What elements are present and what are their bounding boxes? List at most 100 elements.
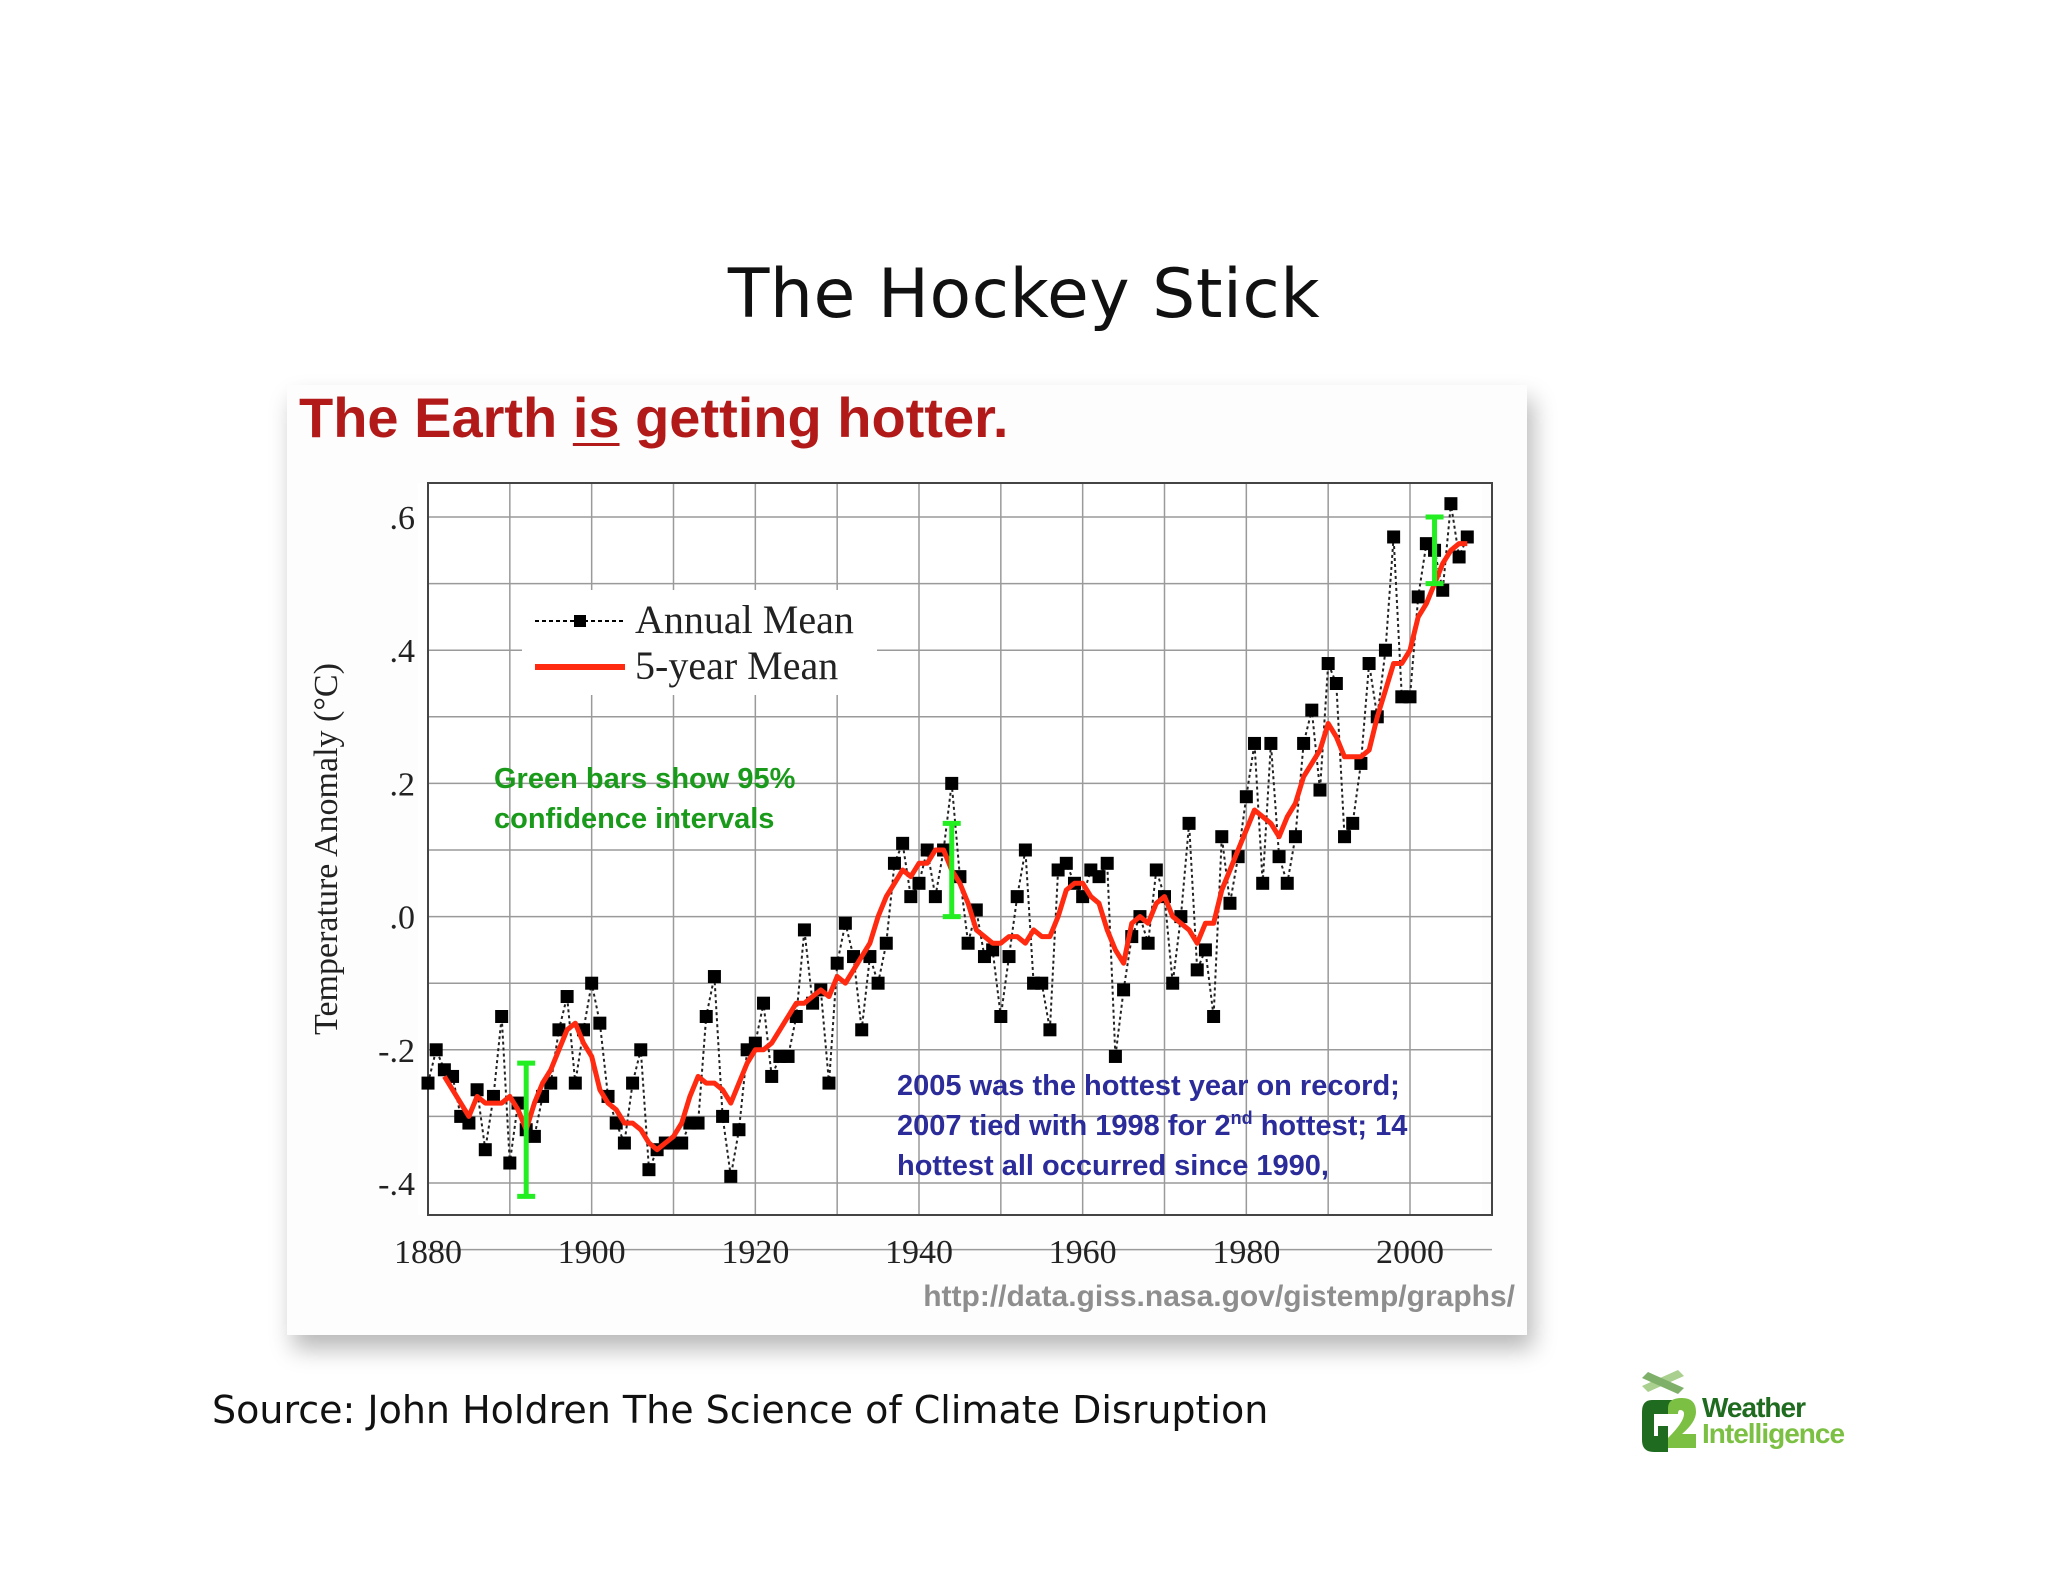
annual-mean-marker	[912, 876, 926, 890]
annual-mean-marker	[1460, 530, 1474, 544]
annual-mean-marker	[1149, 863, 1163, 877]
annual-mean-marker	[1256, 876, 1270, 890]
annual-mean-marker	[1108, 1049, 1122, 1063]
annual-mean-marker	[1280, 876, 1294, 890]
annual-mean-marker	[1010, 890, 1024, 904]
source-url-link[interactable]: http://data.giss.nasa.gov/gistemp/graphs…	[923, 1280, 1515, 1313]
headline-emphasis: is	[572, 386, 620, 449]
annual-mean-marker	[1378, 643, 1392, 657]
green-annotation-line-2: confidence intervals	[494, 803, 774, 835]
x-tick-label: 1980	[1212, 1234, 1280, 1271]
annual-mean-marker	[1198, 943, 1212, 957]
five-year-mean-series	[442, 541, 1468, 1153]
annual-mean-marker	[1436, 583, 1450, 597]
blue-annotation-superscript: nd	[1231, 1108, 1253, 1128]
annual-mean-marker	[1141, 936, 1155, 950]
annual-mean-marker	[822, 1076, 836, 1090]
annual-mean-line	[427, 503, 1469, 1177]
annual-mean-marker	[691, 1116, 705, 1130]
annual-mean-marker	[478, 1143, 492, 1157]
legend-five-year-label: 5-year Mean	[635, 643, 838, 688]
annual-mean-marker	[1239, 790, 1253, 804]
headline-post: getting hotter.	[619, 386, 1009, 449]
annual-mean-marker	[626, 1076, 640, 1090]
annual-mean-marker	[1117, 983, 1131, 997]
annual-mean-marker	[462, 1116, 476, 1130]
y-tick-label: .2	[390, 766, 416, 803]
annual-mean-marker	[847, 950, 861, 964]
annual-mean-marker	[486, 1089, 500, 1103]
blue-annotation-line-1: 2005 was the hottest year on record;	[897, 1070, 1400, 1102]
annual-mean-marker	[429, 1043, 443, 1057]
annual-mean-marker	[1002, 950, 1016, 964]
annual-mean-marker	[1444, 497, 1458, 511]
annual-mean-marker	[863, 950, 877, 964]
x-tick-label: 1900	[558, 1234, 626, 1271]
annual-mean-marker	[781, 1049, 795, 1063]
logo-text-intelligence: Intelligence	[1702, 1418, 1845, 1449]
blue-annotation-line-3: hottest all occurred since 1990,	[897, 1150, 1329, 1182]
annual-mean-marker	[593, 1016, 607, 1030]
chart-card-inner: The Earth is getting hotter. .6 .4 .2 .0 -.2…	[287, 385, 1527, 1335]
logo-text-weather: Weather	[1702, 1392, 1806, 1423]
annual-mean-marker	[1272, 850, 1286, 864]
annual-mean-marker	[871, 976, 885, 990]
annual-mean-marker	[1288, 830, 1302, 844]
annual-mean-marker	[1297, 736, 1311, 750]
source-citation: Source: John Holdren The Science of Clim…	[212, 1388, 1269, 1432]
annual-mean-marker	[1190, 963, 1204, 977]
annual-mean-marker	[732, 1123, 746, 1137]
annual-mean-marker	[1059, 856, 1073, 870]
annual-mean-marker	[1346, 816, 1360, 830]
annual-mean-marker	[503, 1156, 517, 1170]
g2-logo-mark-icon	[1642, 1370, 1696, 1452]
annual-mean-marker	[1354, 756, 1368, 770]
legend: Annual Mean 5-year Mean	[522, 590, 877, 695]
annual-mean-marker	[1321, 657, 1335, 671]
plot-frame	[427, 482, 1493, 1216]
annual-mean-marker	[675, 1136, 689, 1150]
annual-mean-marker	[1166, 976, 1180, 990]
y-axis-ticks: .6 .4 .2 .0 -.2 -.4	[378, 500, 415, 1203]
annual-mean-marker	[1452, 550, 1466, 564]
annual-mean-marker	[838, 916, 852, 930]
confidence-interval-bars	[517, 514, 1444, 1199]
annual-mean-marker	[994, 1010, 1008, 1023]
x-tick-label: 2000	[1376, 1234, 1444, 1271]
annual-mean-marker	[1411, 590, 1425, 604]
y-tick-label: .6	[390, 500, 416, 537]
annual-mean-marker	[1018, 843, 1032, 857]
annual-mean-marker	[757, 996, 771, 1010]
annual-mean-marker	[707, 970, 721, 984]
x-tick-label: 1920	[721, 1234, 789, 1271]
annual-mean-marker	[1264, 736, 1278, 750]
annual-mean-marker	[1207, 1010, 1221, 1023]
annual-mean-marker	[961, 936, 975, 950]
annual-mean-marker	[699, 1010, 713, 1023]
annual-mean-marker	[634, 1043, 648, 1057]
annual-mean-marker	[1362, 657, 1376, 671]
annual-mean-marker	[1043, 1023, 1057, 1037]
headline-pre: The Earth	[299, 386, 573, 449]
annual-mean-marker	[1403, 690, 1417, 704]
temperature-chart: .6 .4 .2 .0 -.2 -.4 1880 1900 1920 1940 1960 1980 2…	[308, 482, 1493, 1271]
five-year-mean-line	[442, 541, 1468, 1153]
annual-mean-marker	[887, 856, 901, 870]
slide-title: The Hockey Stick	[727, 255, 1321, 334]
annual-mean-marker	[928, 890, 942, 904]
legend-annual-label: Annual Mean	[635, 597, 854, 642]
legend-annual-marker	[574, 615, 586, 627]
y-tick-label: -.4	[378, 1166, 415, 1203]
annual-mean-marker	[1338, 830, 1352, 844]
x-tick-label: 1880	[394, 1234, 462, 1271]
annual-mean-marker	[568, 1076, 582, 1090]
annual-mean-marker	[716, 1109, 730, 1123]
annual-mean-marker	[1387, 530, 1401, 544]
annual-mean-marker	[421, 1076, 435, 1090]
x-tick-label: 1960	[1049, 1234, 1117, 1271]
annual-mean-marker	[797, 923, 811, 937]
annual-mean-marker	[560, 990, 574, 1004]
annual-mean-marker	[896, 836, 910, 850]
annual-mean-marker	[1100, 856, 1114, 870]
annual-mean-marker	[724, 1169, 738, 1183]
